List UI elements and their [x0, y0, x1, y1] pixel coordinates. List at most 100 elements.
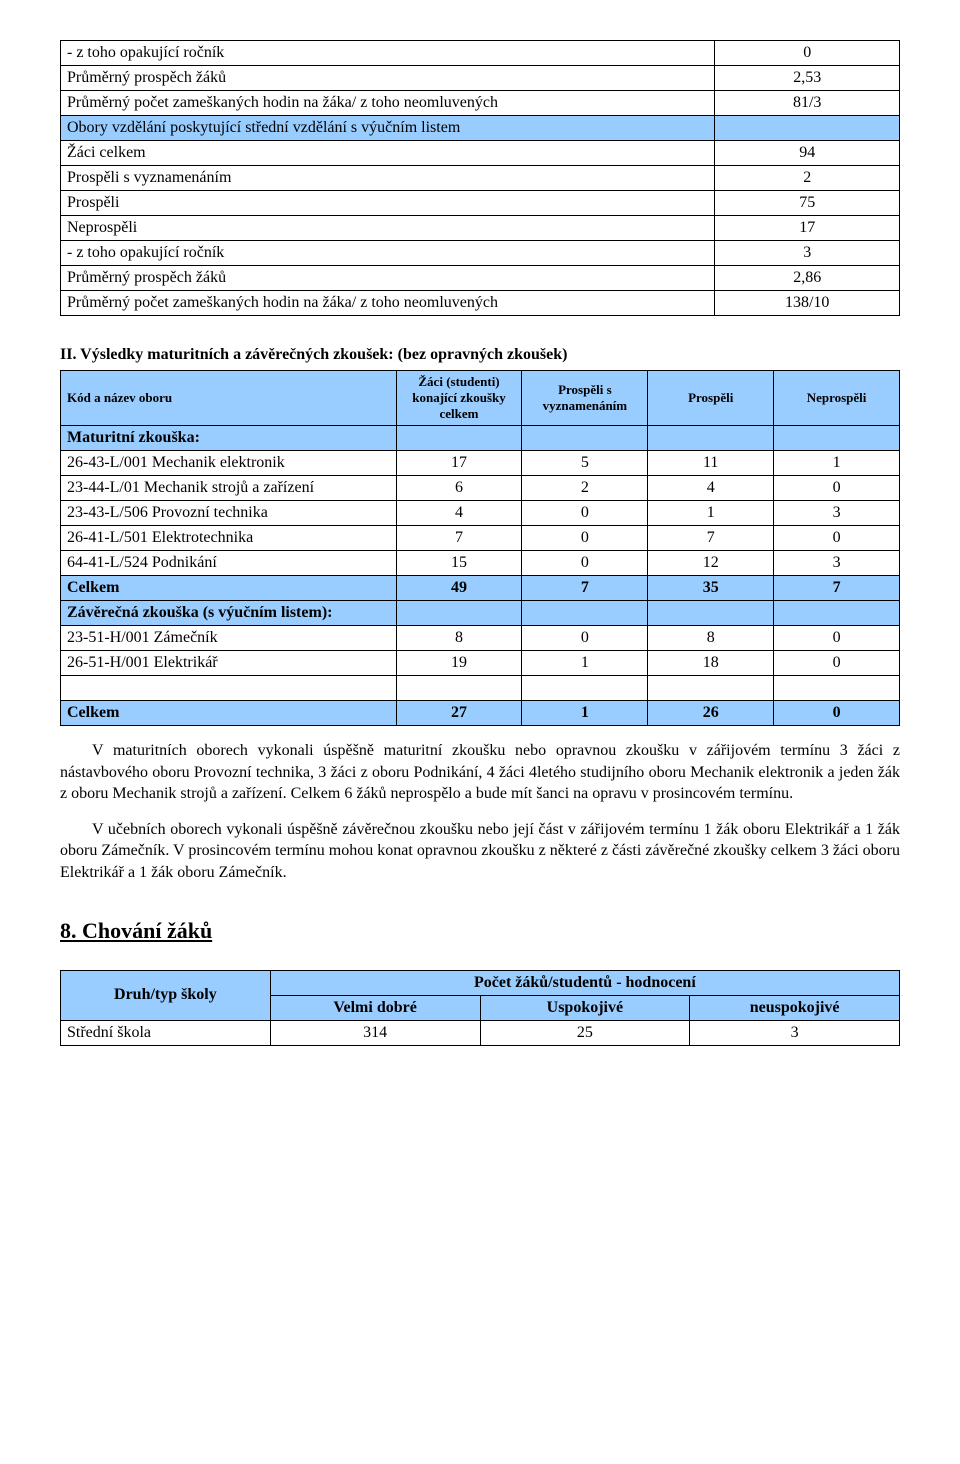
row-value: 3	[715, 241, 900, 266]
row-value: 26	[648, 701, 774, 726]
table-row: Celkem271260	[61, 701, 900, 726]
empty-cell	[396, 676, 522, 701]
col-zaci-celkem: Žáci (studenti) konající zkoušky celkem	[396, 371, 522, 426]
row-name: 64-41-L/524 Podnikání	[61, 551, 397, 576]
row-value: 11	[648, 451, 774, 476]
row-value: 17	[396, 451, 522, 476]
row-value: 7	[774, 576, 900, 601]
table-row: 26-41-L/501 Elektrotechnika7070	[61, 526, 900, 551]
row-value: 0	[522, 501, 648, 526]
row-label: - z toho opakující ročník	[61, 41, 715, 66]
behavior-table: Druh/typ školy Počet žáků/studentů - hod…	[60, 970, 900, 1046]
row-value: 0	[774, 476, 900, 501]
row-value	[715, 116, 900, 141]
col-neuspokojive: neuspokojivé	[690, 995, 900, 1020]
row-value: 1	[774, 451, 900, 476]
row-name: 23-43-L/506 Provozní technika	[61, 501, 397, 526]
col-uspokojive: Uspokojivé	[480, 995, 690, 1020]
exam-results-table: Kód a název oboru Žáci (studenti) konají…	[60, 370, 900, 726]
section-ii-title: II. Výsledky maturitních a závěrečných z…	[60, 346, 900, 364]
behavior-neuspokojive: 3	[690, 1020, 900, 1045]
behavior-uspokojive: 25	[480, 1020, 690, 1045]
table-row: Obory vzdělání poskytující střední vzděl…	[61, 116, 900, 141]
table-row: Průměrný počet zameškaných hodin na žáka…	[61, 291, 900, 316]
empty-cell	[396, 601, 522, 626]
row-value: 2,53	[715, 66, 900, 91]
row-value: 35	[648, 576, 774, 601]
row-value: 3	[774, 501, 900, 526]
row-value: 27	[396, 701, 522, 726]
table-row: 64-41-L/524 Podnikání150123	[61, 551, 900, 576]
row-label: Neprospěli	[61, 216, 715, 241]
empty-cell	[774, 426, 900, 451]
row-label: Žáci celkem	[61, 141, 715, 166]
row-label: Průměrný prospěch žáků	[61, 266, 715, 291]
table-row: Prospěli s vyznamenáním2	[61, 166, 900, 191]
row-value: 1	[522, 701, 648, 726]
row-label: Obory vzdělání poskytující střední vzděl…	[61, 116, 715, 141]
row-label: Průměrný počet zameškaných hodin na žáka…	[61, 91, 715, 116]
row-value: 7	[522, 576, 648, 601]
table-row: 26-51-H/001 Elektrikář191180	[61, 651, 900, 676]
row-label: Průměrný počet zameškaných hodin na žáka…	[61, 291, 715, 316]
row-value: 0	[522, 626, 648, 651]
row-name: 26-43-L/001 Mechanik elektronik	[61, 451, 397, 476]
row-value: 17	[715, 216, 900, 241]
row-value: 0	[774, 651, 900, 676]
row-value: 18	[648, 651, 774, 676]
table-row: Prospěli75	[61, 191, 900, 216]
row-name: Celkem	[61, 701, 397, 726]
table-row: 23-44-L/01 Mechanik strojů a zařízení624…	[61, 476, 900, 501]
row-name: 23-51-H/001 Zámečník	[61, 626, 397, 651]
row-value: 0	[774, 526, 900, 551]
empty-cell	[522, 676, 648, 701]
table-row: 23-43-L/506 Provozní technika4013	[61, 501, 900, 526]
empty-cell	[774, 601, 900, 626]
col-kod-nazev: Kód a název oboru	[61, 371, 397, 426]
paragraph-maturitni: V maturitních oborech vykonali úspěšně m…	[60, 740, 900, 805]
col-prospeli-vyzn: Prospěli s vyznamenáním	[522, 371, 648, 426]
col-neprospeli: Neprospěli	[774, 371, 900, 426]
col-pocet-hodnoceni: Počet žáků/studentů - hodnocení	[270, 970, 899, 995]
row-value: 2	[522, 476, 648, 501]
summary-table: - z toho opakující ročník0Průměrný prosp…	[60, 40, 900, 316]
row-value: 1	[648, 501, 774, 526]
row-value: 6	[396, 476, 522, 501]
row-label: - z toho opakující ročník	[61, 241, 715, 266]
row-name: 23-44-L/01 Mechanik strojů a zařízení	[61, 476, 397, 501]
row-label: Prospěli	[61, 191, 715, 216]
row-value: 1	[522, 651, 648, 676]
row-label: Průměrný prospěch žáků	[61, 66, 715, 91]
table-row: - z toho opakující ročník0	[61, 41, 900, 66]
table-row: Průměrný prospěch žáků2,86	[61, 266, 900, 291]
row-value: 0	[715, 41, 900, 66]
table-row: Střední škola 314 25 3	[61, 1020, 900, 1045]
table-row: - z toho opakující ročník3	[61, 241, 900, 266]
table-row: Průměrný počet zameškaných hodin na žáka…	[61, 91, 900, 116]
empty-cell	[522, 601, 648, 626]
col-prospeli: Prospěli	[648, 371, 774, 426]
group-label: Maturitní zkouška:	[61, 426, 397, 451]
table-row: Žáci celkem94	[61, 141, 900, 166]
table-row: Celkem497357	[61, 576, 900, 601]
empty-cell	[648, 426, 774, 451]
col-druh-typ: Druh/typ školy	[61, 970, 271, 1020]
row-value: 49	[396, 576, 522, 601]
row-name: Celkem	[61, 576, 397, 601]
row-value: 94	[715, 141, 900, 166]
group-label-row: Závěrečná zkouška (s výučním listem):	[61, 601, 900, 626]
table-row: Neprospěli17	[61, 216, 900, 241]
empty-cell	[648, 676, 774, 701]
row-value: 0	[522, 526, 648, 551]
row-value: 0	[774, 626, 900, 651]
group-label-row: Maturitní zkouška:	[61, 426, 900, 451]
table-row: 23-51-H/001 Zámečník8080	[61, 626, 900, 651]
row-value: 75	[715, 191, 900, 216]
row-value: 19	[396, 651, 522, 676]
behavior-velmi-dobre: 314	[270, 1020, 480, 1045]
row-value: 2,86	[715, 266, 900, 291]
row-value: 5	[522, 451, 648, 476]
col-velmi-dobre: Velmi dobré	[270, 995, 480, 1020]
row-value: 3	[774, 551, 900, 576]
row-value: 7	[648, 526, 774, 551]
